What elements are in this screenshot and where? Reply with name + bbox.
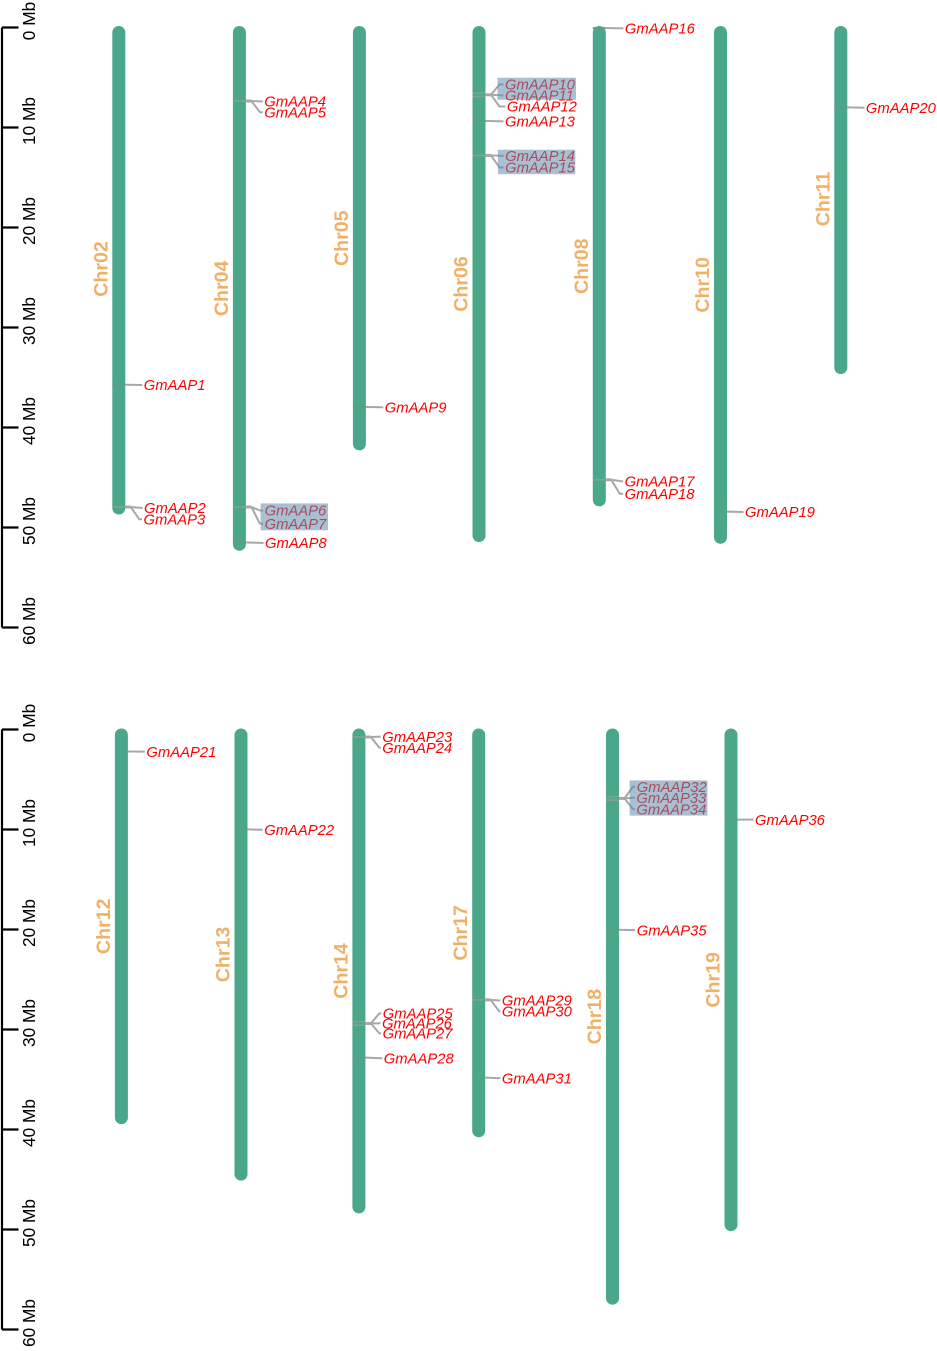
svg-text:20 Mb: 20 Mb xyxy=(19,899,39,947)
svg-text:10 Mb: 10 Mb xyxy=(19,97,39,145)
svg-text:20 Mb: 20 Mb xyxy=(19,197,39,245)
svg-text:GmAAP4: GmAAP4 xyxy=(264,95,326,111)
svg-text:GmAAP12: GmAAP12 xyxy=(507,100,578,116)
svg-text:GmAAP24: GmAAP24 xyxy=(382,741,452,757)
svg-text:GmAAP8: GmAAP8 xyxy=(265,536,327,552)
svg-text:10 Mb: 10 Mb xyxy=(19,799,39,847)
svg-text:GmAAP23: GmAAP23 xyxy=(382,730,453,746)
svg-text:Chr13: Chr13 xyxy=(213,927,235,983)
svg-text:GmAAP20: GmAAP20 xyxy=(866,101,937,117)
svg-text:GmAAP30: GmAAP30 xyxy=(502,1005,573,1021)
svg-text:Chr17: Chr17 xyxy=(450,905,472,961)
svg-text:GmAAP35: GmAAP35 xyxy=(637,924,708,940)
svg-text:Chr02: Chr02 xyxy=(90,241,112,297)
svg-text:Chr19: Chr19 xyxy=(703,952,725,1008)
svg-text:40 Mb: 40 Mb xyxy=(19,1099,39,1147)
svg-text:Chr18: Chr18 xyxy=(584,989,606,1045)
svg-text:Chr08: Chr08 xyxy=(571,238,593,294)
svg-text:50 Mb: 50 Mb xyxy=(19,1199,39,1247)
svg-text:GmAAP13: GmAAP13 xyxy=(505,115,576,131)
svg-text:30 Mb: 30 Mb xyxy=(19,297,39,345)
svg-text:Chr12: Chr12 xyxy=(93,898,115,954)
svg-text:GmAAP17: GmAAP17 xyxy=(625,475,696,491)
svg-text:GmAAP2: GmAAP2 xyxy=(144,501,206,517)
svg-text:Chr04: Chr04 xyxy=(211,261,233,317)
svg-text:Chr06: Chr06 xyxy=(451,256,473,312)
svg-text:50 Mb: 50 Mb xyxy=(19,497,39,545)
svg-text:GmAAP3: GmAAP3 xyxy=(144,513,206,529)
svg-text:Chr14: Chr14 xyxy=(330,943,352,999)
svg-text:60 Mb: 60 Mb xyxy=(19,1299,39,1347)
svg-text:30 Mb: 30 Mb xyxy=(19,999,39,1047)
svg-text:40 Mb: 40 Mb xyxy=(19,397,39,445)
svg-text:GmAAP1: GmAAP1 xyxy=(144,378,206,394)
svg-text:GmAAP26: GmAAP26 xyxy=(382,1017,453,1033)
svg-text:60 Mb: 60 Mb xyxy=(19,597,39,645)
svg-text:GmAAP9: GmAAP9 xyxy=(385,401,447,417)
svg-text:GmAAP16: GmAAP16 xyxy=(625,22,696,38)
svg-text:0 Mb: 0 Mb xyxy=(19,2,39,40)
svg-text:GmAAP5: GmAAP5 xyxy=(264,105,326,121)
svg-text:0 Mb: 0 Mb xyxy=(19,704,39,742)
svg-text:GmAAP27: GmAAP27 xyxy=(383,1027,454,1043)
svg-text:GmAAP22: GmAAP22 xyxy=(264,823,335,839)
svg-text:GmAAP36: GmAAP36 xyxy=(755,813,826,829)
svg-text:Chr10: Chr10 xyxy=(692,257,714,313)
svg-text:GmAAP28: GmAAP28 xyxy=(384,1051,455,1067)
svg-text:GmAAP19: GmAAP19 xyxy=(745,505,815,521)
svg-text:GmAAP21: GmAAP21 xyxy=(146,745,216,761)
svg-text:GmAAP31: GmAAP31 xyxy=(502,1071,572,1087)
svg-text:GmAAP25: GmAAP25 xyxy=(383,1007,454,1023)
svg-text:GmAAP18: GmAAP18 xyxy=(625,487,696,503)
svg-text:GmAAP29: GmAAP29 xyxy=(502,994,572,1010)
svg-text:Chr11: Chr11 xyxy=(812,172,834,227)
svg-text:Chr05: Chr05 xyxy=(331,210,353,266)
